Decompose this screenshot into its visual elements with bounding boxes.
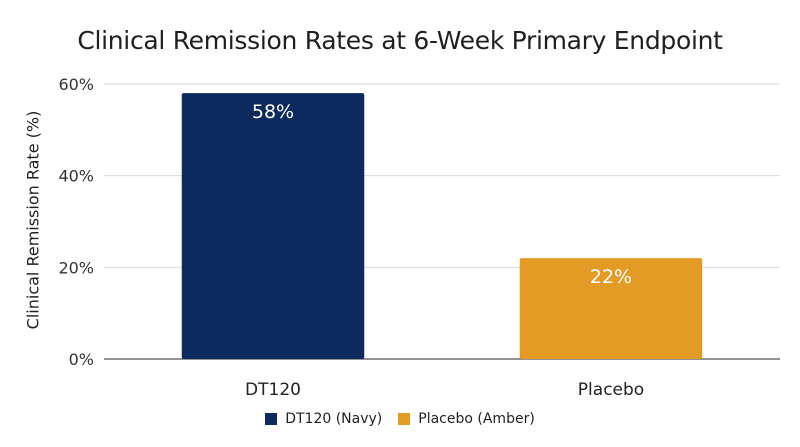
legend-label-dt120: DT120 (Navy) xyxy=(285,411,383,427)
y-tick-label: 40% xyxy=(58,167,94,186)
legend-item-placebo: Placebo (Amber) xyxy=(398,411,535,427)
data-label: 58% xyxy=(252,101,294,123)
bar-dt120 xyxy=(181,93,365,360)
x-tick-label: DT120 xyxy=(245,380,301,400)
bar-placebo xyxy=(519,258,703,359)
y-tick-label: 60% xyxy=(58,75,94,94)
legend-item-dt120: DT120 (Navy) xyxy=(265,411,382,427)
y-tick-label: 0% xyxy=(69,350,94,369)
data-label: 22% xyxy=(590,266,632,288)
legend: DT120 (Navy) Placebo (Amber) xyxy=(0,411,800,427)
chart-title: Clinical Remission Rates at 6-Week Prima… xyxy=(77,26,723,55)
legend-swatch-dt120 xyxy=(265,413,278,425)
y-tick-label: 20% xyxy=(58,258,94,277)
x-tick-label: Placebo xyxy=(578,380,644,400)
legend-swatch-placebo xyxy=(398,413,411,425)
legend-label-placebo: Placebo (Amber) xyxy=(418,411,535,427)
